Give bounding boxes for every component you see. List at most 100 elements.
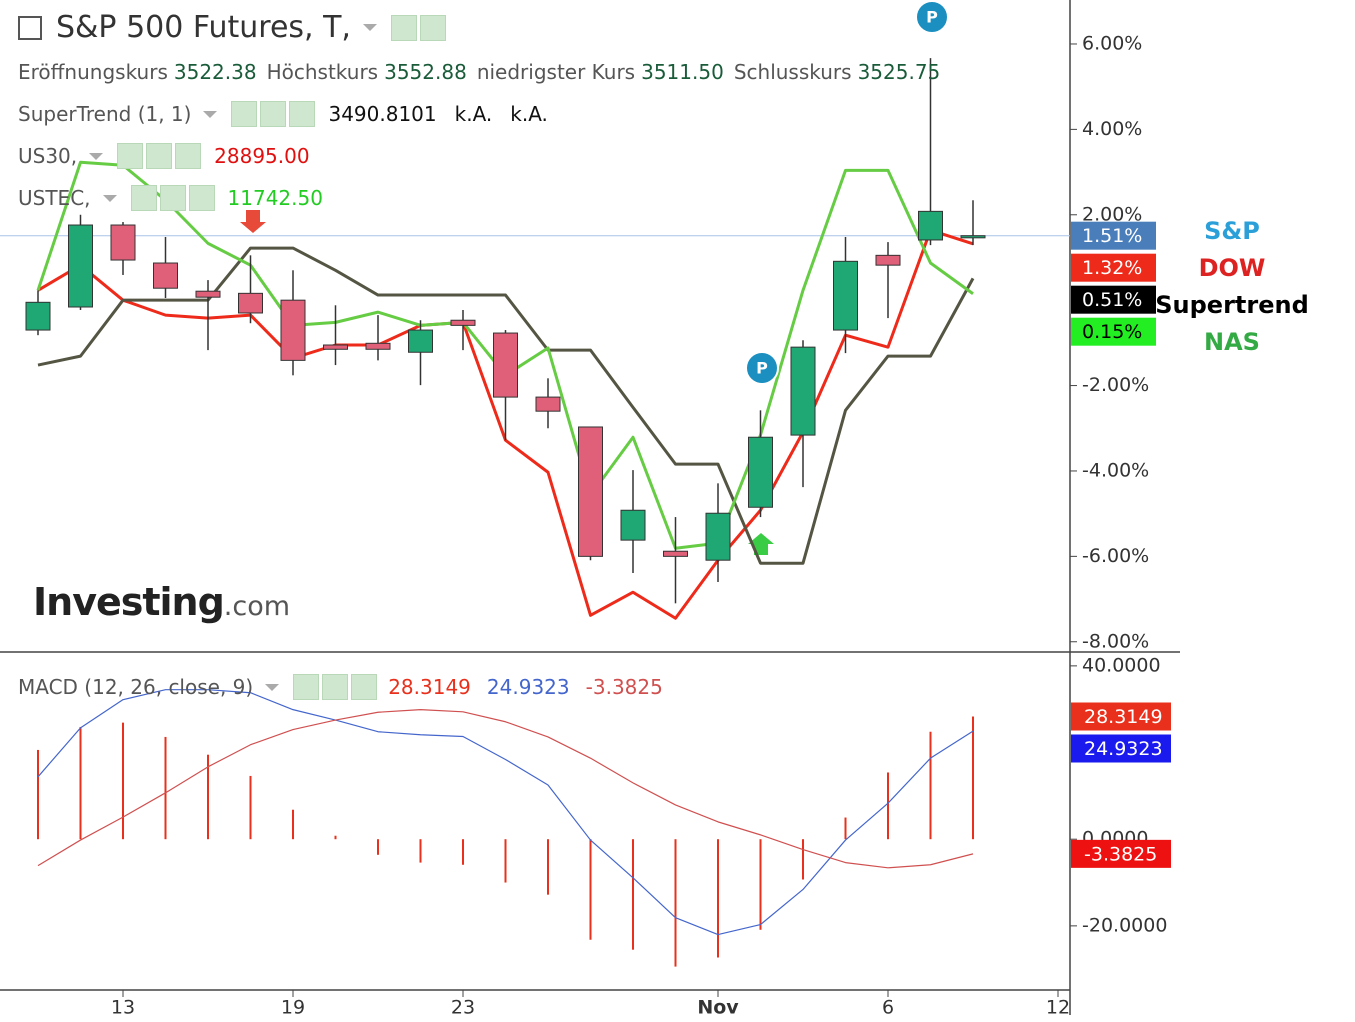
macd-value: 24.9323 <box>486 675 570 699</box>
ohlc-label: niedrigster Kurs <box>476 60 636 84</box>
pivot-marker <box>745 351 779 385</box>
candle-body <box>960 235 986 239</box>
candle-body <box>705 512 731 561</box>
indicator-button[interactable] <box>289 101 316 127</box>
brand-logo: Investing.com <box>33 580 290 624</box>
indicator-button[interactable] <box>146 143 173 169</box>
indicator-button[interactable] <box>351 674 378 700</box>
series-name: S&P <box>1204 217 1260 245</box>
y-tick-label: -8.00% <box>1082 630 1149 652</box>
indicator-button[interactable] <box>390 14 417 41</box>
candle-body <box>535 396 561 412</box>
x-tick-label: Nov <box>697 997 739 1019</box>
ohlc-value: 3552.88 <box>384 60 467 84</box>
indicator-button[interactable] <box>293 674 320 700</box>
x-tick-label: 19 <box>281 997 305 1019</box>
series-name: Supertrend <box>1155 291 1309 319</box>
y-tick-label: 6.00% <box>1082 32 1142 54</box>
macd-title: MACD (12, 26, close, 9) <box>18 675 254 699</box>
candle-body <box>663 550 688 557</box>
y-tick-label: 2.00% <box>1082 203 1142 225</box>
indicator-button[interactable] <box>231 101 258 127</box>
series-line <box>37 246 975 565</box>
indicator-button[interactable] <box>159 185 186 211</box>
indicator-legend: US30, 28895.00 <box>18 143 318 169</box>
y-tick-label: 4.00% <box>1082 118 1142 140</box>
indicator-legend: SuperTrend (1, 1) 3490.8101 k.A. k.A. <box>18 101 556 127</box>
candle-body <box>365 342 391 350</box>
candle-body <box>918 210 943 241</box>
ohlc-label: Schlusskurs <box>733 60 852 84</box>
indicator-value: 11742.50 <box>227 186 323 210</box>
series-name: DOW <box>1199 254 1266 282</box>
indicator-button[interactable] <box>260 101 287 127</box>
x-tick-label: 12 <box>1046 997 1070 1019</box>
candle-body <box>875 254 901 266</box>
ohlc-value: 3522.38 <box>173 60 257 84</box>
y-tick-label: -2.00% <box>1082 374 1149 396</box>
price-badge <box>1071 253 1156 282</box>
y-tick-label: -20.0000 <box>1082 914 1167 936</box>
sell-arrow <box>240 210 266 233</box>
macd-value: 28.3149 <box>388 675 471 699</box>
macd-line <box>37 689 974 936</box>
candle-body <box>68 224 93 308</box>
indicator-name: SuperTrend (1, 1) <box>18 102 192 126</box>
candle-body <box>450 319 476 326</box>
x-tick-label: 13 <box>111 997 135 1019</box>
indicator-value: k.A. <box>454 102 493 126</box>
candle-body <box>408 329 433 353</box>
brand-suffix: .com <box>223 591 291 622</box>
ohlc-legend: Eröffnungskurs 3522.38 Höchstkurs 3552.88 ni… <box>18 60 950 84</box>
indicator-button[interactable] <box>188 185 215 211</box>
menu-button[interactable] <box>265 683 280 691</box>
ohlc-label: Höchstkurs <box>266 60 379 84</box>
indicator-button[interactable] <box>322 674 349 700</box>
candle-body <box>153 262 178 289</box>
x-tick-label: 6 <box>882 997 894 1019</box>
ohlc-value: 3511.50 <box>641 60 724 84</box>
price-badge <box>1071 317 1156 346</box>
menu-button[interactable] <box>203 110 218 118</box>
indicator-value: k.A. <box>510 102 548 126</box>
menu-button[interactable] <box>89 152 104 160</box>
macd-legend: MACD (12, 26, close, 9) 28.3149 24.9323 -3.… <box>18 674 671 700</box>
candle-body <box>25 301 51 331</box>
pivot-marker <box>915 0 949 34</box>
menu-button[interactable] <box>362 24 377 31</box>
indicator-name: USTEC, <box>18 186 91 210</box>
candle-body <box>748 436 773 508</box>
price-badge-label: 0.15% <box>1082 321 1142 343</box>
indicator-button[interactable] <box>419 14 446 41</box>
value-badge <box>1071 702 1171 731</box>
candle-body <box>620 509 646 541</box>
indicator-button[interactable] <box>117 143 144 169</box>
value-badge-label: 24.9323 <box>1084 738 1163 760</box>
collapse-button[interactable] <box>18 15 42 40</box>
candle-body <box>195 290 221 298</box>
price-badge <box>1071 221 1156 250</box>
x-tick-label: 23 <box>451 997 475 1019</box>
ohlc-value: 3525.75 <box>857 60 941 84</box>
pivot-label: P <box>756 359 768 378</box>
indicator-button[interactable] <box>175 143 202 169</box>
candle-body <box>493 332 518 398</box>
indicator-name: US30, <box>18 144 78 168</box>
candle-body <box>238 292 263 314</box>
indicator-button[interactable] <box>130 185 157 211</box>
brand-name: Investing <box>33 580 225 624</box>
price-badge <box>1071 285 1156 314</box>
menu-button[interactable] <box>102 194 117 202</box>
indicator-value: 28895.00 <box>214 144 310 168</box>
y-tick-label: 40.0000 <box>1082 654 1161 676</box>
candle-body <box>110 224 136 261</box>
candle-body <box>323 344 348 350</box>
macd-value: -3.3825 <box>585 675 663 699</box>
candle-body <box>833 260 858 331</box>
price-badge-label: 1.51% <box>1082 225 1142 247</box>
chart-title: S&P 500 Futures, T, <box>56 10 351 45</box>
price-badge-label: 1.32% <box>1082 257 1142 279</box>
macd-line <box>37 709 974 869</box>
